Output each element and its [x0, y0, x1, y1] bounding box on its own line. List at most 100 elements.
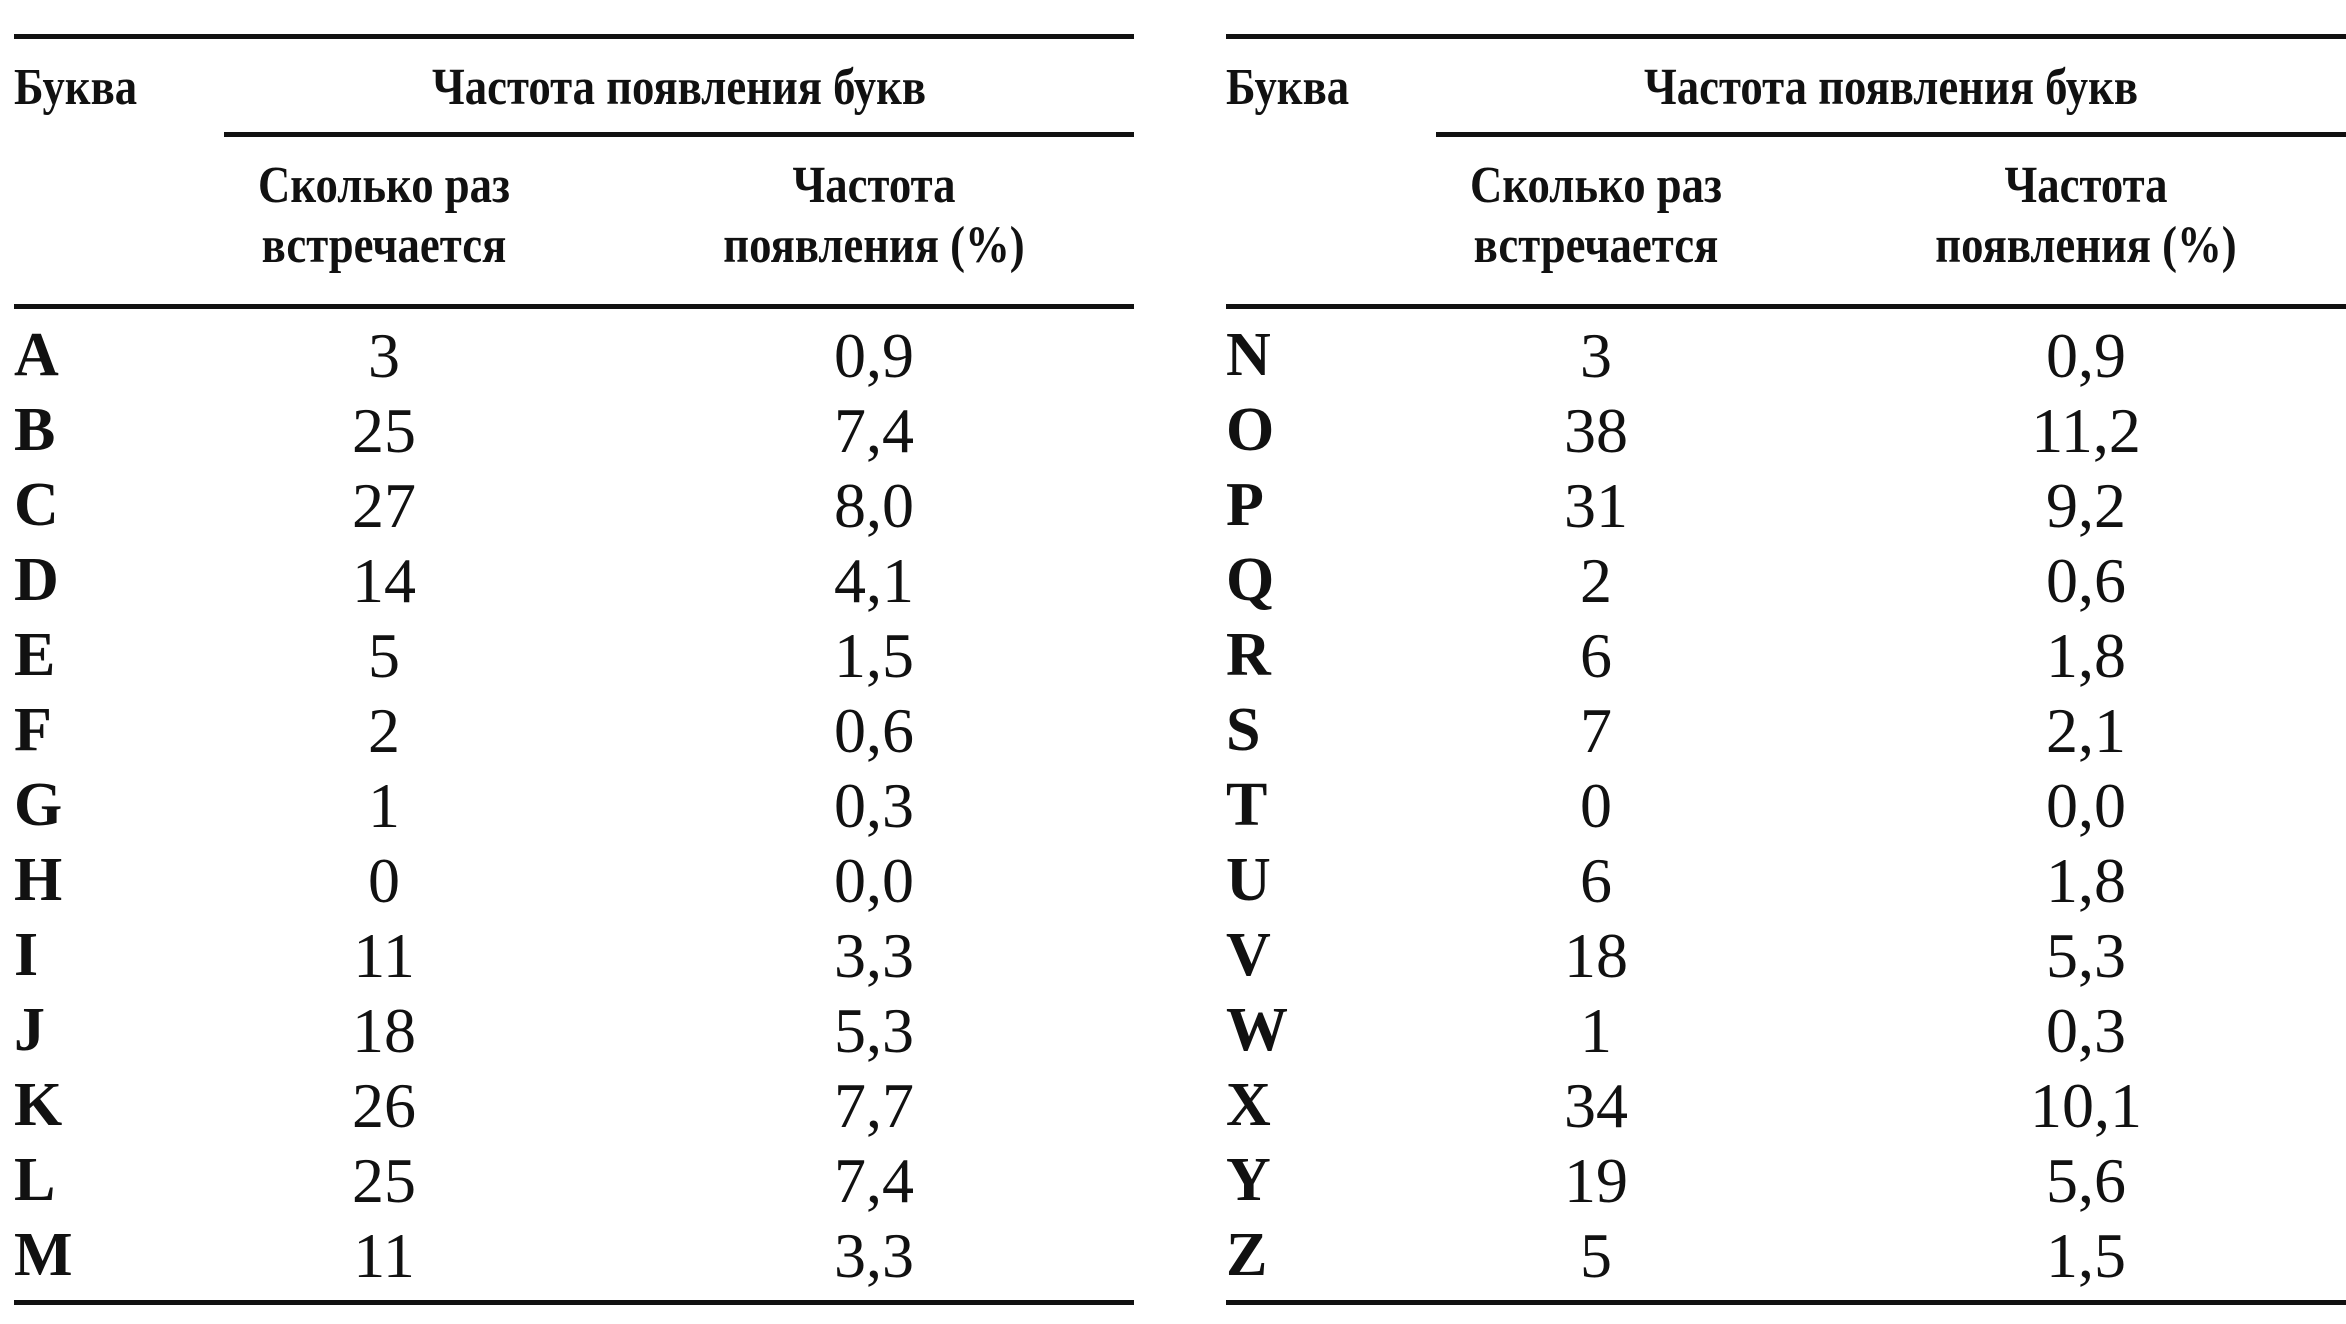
header-bottom-rule [1226, 304, 2346, 309]
percent-cell: 0,3 [2046, 995, 2126, 1066]
percent-column-header: Частота появления (%) [1862, 156, 2309, 276]
table-row: H 0 0,0 [14, 843, 1134, 918]
percent-cell: 3,3 [834, 1220, 914, 1291]
count-cell: 1 [368, 770, 400, 841]
table-top-rule [14, 34, 1134, 39]
percent-column-header: Частота появления (%) [650, 156, 1097, 276]
group-header-rule [1436, 132, 2346, 137]
table-bottom-rule [1226, 1300, 2346, 1305]
letter-cell: H [14, 846, 63, 914]
letter-cell: U [1226, 846, 1271, 914]
table-row: E 5 1,5 [14, 618, 1134, 693]
count-cell: 11 [353, 920, 415, 991]
letter-cell: D [14, 546, 59, 614]
letter-cell: L [14, 1146, 56, 1214]
table-row: C 27 8,0 [14, 468, 1134, 543]
table-row: T 0 0,0 [1226, 768, 2346, 843]
table-row: V 18 5,3 [1226, 918, 2346, 993]
count-cell: 0 [1580, 770, 1612, 841]
percent-cell: 2,1 [2046, 695, 2126, 766]
letter-cell: K [14, 1071, 63, 1139]
percent-cell: 5,6 [2046, 1145, 2126, 1216]
table-row: S 7 2,1 [1226, 693, 2346, 768]
letter-column-header: Буква [14, 59, 138, 116]
count-cell: 19 [1564, 1145, 1628, 1216]
count-cell: 11 [353, 1220, 415, 1291]
table-row: B 25 7,4 [14, 393, 1134, 468]
percent-cell: 1,8 [2046, 620, 2126, 691]
percent-cell: 8,0 [834, 470, 914, 541]
table-row: Z 5 1,5 [1226, 1218, 2346, 1293]
percent-cell: 7,7 [834, 1070, 914, 1141]
percent-cell: 1,5 [834, 620, 914, 691]
percent-cell: 7,4 [834, 395, 914, 466]
count-header-line-2: встречается [1473, 217, 1719, 274]
table-row: D 14 4,1 [14, 543, 1134, 618]
table-row: J 18 5,3 [14, 993, 1134, 1068]
percent-header-line-2: появления (%) [1935, 217, 2237, 274]
letter-cell: G [14, 771, 63, 839]
table-row: P 31 9,2 [1226, 468, 2346, 543]
percent-cell: 5,3 [834, 995, 914, 1066]
count-cell: 18 [352, 995, 416, 1066]
percent-cell: 0,9 [834, 320, 914, 391]
letter-cell: M [14, 1221, 73, 1289]
table-row: M 11 3,3 [14, 1218, 1134, 1293]
count-cell: 2 [1580, 545, 1612, 616]
count-cell: 0 [368, 845, 400, 916]
letter-cell: T [1226, 771, 1268, 839]
letter-cell: P [1226, 471, 1264, 539]
letter-cell: A [14, 321, 59, 389]
group-header-rule [224, 132, 1134, 137]
percent-cell: 0,3 [834, 770, 914, 841]
count-cell: 7 [1580, 695, 1612, 766]
table-row: N 3 0,9 [1226, 318, 2346, 393]
count-cell: 5 [1580, 1220, 1612, 1291]
percent-cell: 1,5 [2046, 1220, 2126, 1291]
count-cell: 27 [352, 470, 416, 541]
count-header-line-1: Сколько раз [1470, 157, 1722, 214]
count-cell: 6 [1580, 620, 1612, 691]
header-bottom-rule [14, 304, 1134, 309]
count-cell: 2 [368, 695, 400, 766]
table-row: O 38 11,2 [1226, 393, 2346, 468]
percent-cell: 1,8 [2046, 845, 2126, 916]
percent-header-line-1: Частота [792, 157, 956, 214]
table-row: L 25 7,4 [14, 1143, 1134, 1218]
table-row: G 1 0,3 [14, 768, 1134, 843]
table-bottom-rule [14, 1300, 1134, 1305]
count-cell: 31 [1564, 470, 1628, 541]
letter-cell: N [1226, 321, 1271, 389]
count-column-header: Сколько раз встречается [186, 156, 582, 276]
letter-cell: E [14, 621, 56, 689]
count-cell: 3 [1580, 320, 1612, 391]
count-header-line-1: Сколько раз [258, 157, 510, 214]
table-row: Q 2 0,6 [1226, 543, 2346, 618]
count-cell: 6 [1580, 845, 1612, 916]
percent-header-line-2: появления (%) [723, 217, 1025, 274]
frequency-group-header: Частота появления букв [431, 59, 927, 116]
percent-cell: 10,1 [2030, 1070, 2142, 1141]
percent-cell: 4,1 [834, 545, 914, 616]
count-cell: 38 [1564, 395, 1628, 466]
letter-cell: I [14, 921, 39, 989]
percent-cell: 0,9 [2046, 320, 2126, 391]
letter-cell: S [1226, 696, 1261, 764]
table-row: W 1 0,3 [1226, 993, 2346, 1068]
letter-cell: Z [1226, 1221, 1268, 1289]
letter-cell: B [14, 396, 56, 464]
table-row: I 11 3,3 [14, 918, 1134, 993]
table-row: F 2 0,6 [14, 693, 1134, 768]
table-row: X 34 10,1 [1226, 1068, 2346, 1143]
letter-cell: J [14, 996, 45, 1064]
table-row: K 26 7,7 [14, 1068, 1134, 1143]
percent-cell: 11,2 [2031, 395, 2141, 466]
letter-cell: W [1226, 996, 1288, 1064]
percent-cell: 9,2 [2046, 470, 2126, 541]
percent-header-line-1: Частота [2004, 157, 2168, 214]
letter-cell: X [1226, 1071, 1271, 1139]
letter-cell: V [1226, 921, 1271, 989]
count-cell: 34 [1564, 1070, 1628, 1141]
table-body: A 3 0,9 B 25 7,4 C 27 8,0 D 14 4,1 E 5 1,5 F 2 0,6 G… [14, 318, 1134, 1293]
letter-cell: O [1226, 396, 1275, 464]
